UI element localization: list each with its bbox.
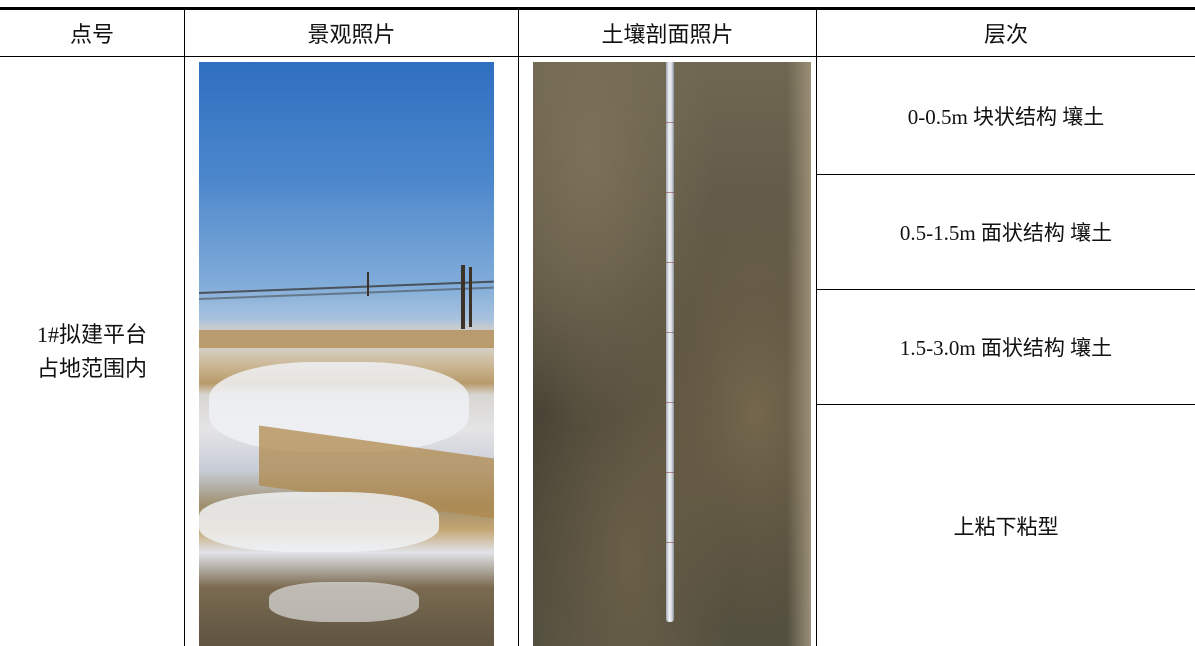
snow-patch	[199, 492, 439, 552]
utility-pole	[469, 267, 472, 327]
power-line	[199, 286, 494, 300]
table-top-rule	[0, 7, 1195, 10]
point-label-line1: 1#拟建平台	[36, 321, 147, 347]
layer-row-divider	[816, 289, 1195, 290]
tape-mark	[666, 402, 674, 403]
soil-type-cell: 上粘下粘型	[953, 514, 1059, 539]
layer-cell: 1.5-3.0m 面状结构 壤土	[899, 336, 1113, 360]
point-label-cell: 1#拟建平台 占地范围内	[0, 57, 184, 646]
landscape-photo	[199, 62, 494, 646]
tape-mark	[666, 262, 674, 263]
measuring-tape	[666, 62, 674, 622]
layer-row-divider	[816, 404, 1195, 405]
point-label-line2: 占地范围内	[36, 355, 147, 381]
grass-patch	[199, 330, 494, 348]
header-soil-profile-photo: 土壤剖面照片	[601, 22, 734, 47]
header-bottom-rule	[0, 56, 1195, 57]
tape-mark	[666, 192, 674, 193]
utility-pole	[367, 272, 369, 296]
header-point: 点号	[69, 22, 114, 47]
header-landscape-photo: 景观照片	[307, 22, 396, 47]
column-divider	[518, 10, 519, 646]
layer-row-divider	[816, 174, 1195, 175]
column-divider	[184, 10, 185, 646]
snow-patch	[269, 582, 419, 622]
header-layer: 层次	[983, 22, 1028, 47]
tape-mark	[666, 472, 674, 473]
layer-cell: 0-0.5m 块状结构 壤土	[907, 104, 1105, 129]
soil-profile-photo	[533, 62, 811, 646]
column-divider	[816, 10, 817, 646]
photo-edge-shadow	[787, 62, 811, 646]
layer-cell: 0.5-1.5m 面状结构 壤土	[899, 221, 1113, 245]
tape-mark	[666, 332, 674, 333]
tape-mark	[666, 122, 674, 123]
tape-mark	[666, 542, 674, 543]
utility-pole	[461, 265, 465, 329]
